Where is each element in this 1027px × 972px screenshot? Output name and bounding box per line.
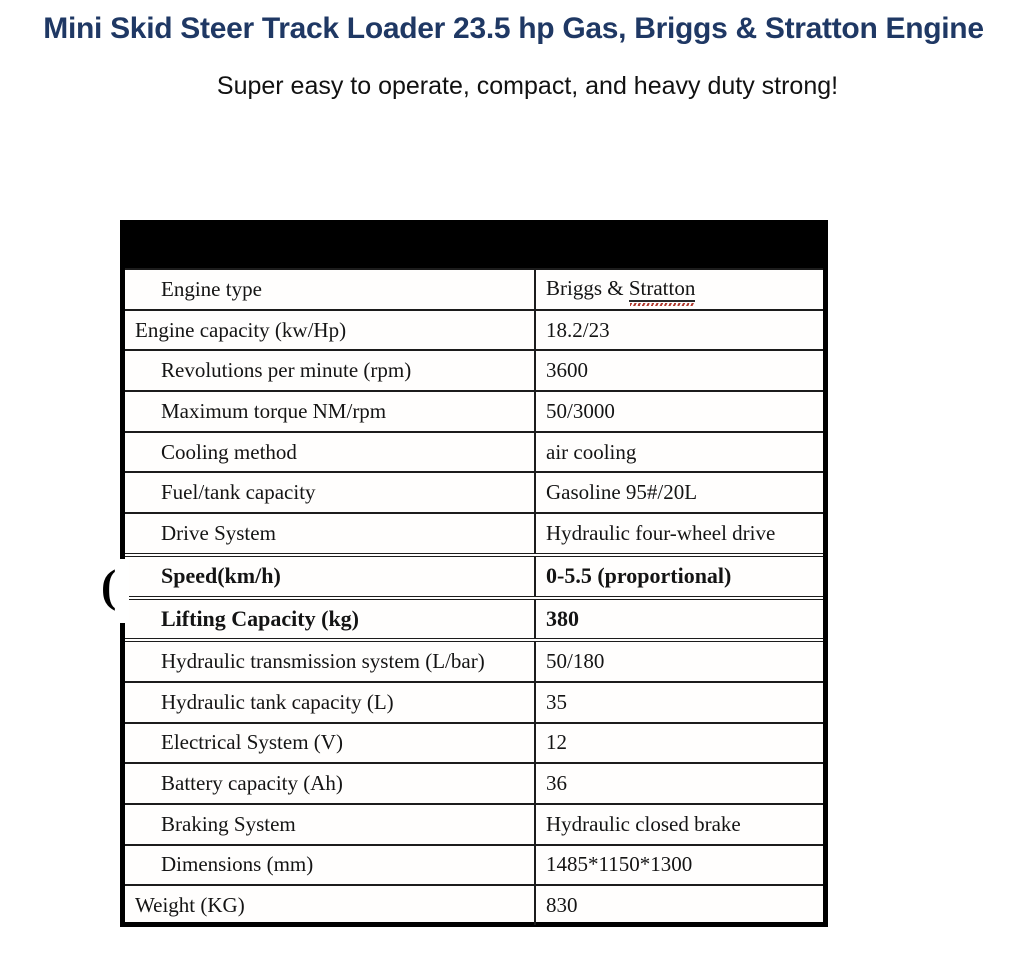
table-row: Revolutions per minute (rpm) 3600 bbox=[125, 349, 823, 392]
spec-value-cell: 1485*1150*1300 bbox=[534, 843, 823, 886]
spec-value-cell: 50/180 bbox=[534, 638, 823, 682]
spec-value-cell: 50/3000 bbox=[534, 390, 823, 432]
spec-value-cell: Hydraulic closed brake bbox=[534, 802, 823, 845]
spec-label-cell: Dimensions (mm) bbox=[125, 843, 535, 886]
page-title: Mini Skid Steer Track Loader 23.5 hp Gas… bbox=[43, 12, 984, 45]
page-subtitle: Super easy to operate, compact, and heav… bbox=[216, 72, 839, 100]
spec-value-cell: Hydraulic four-wheel drive bbox=[534, 512, 823, 555]
spec-label-cell: Fuel/tank capacity bbox=[125, 471, 535, 514]
table-row: Engine type Briggs & Stratton bbox=[125, 268, 823, 310]
spec-table-header-bar bbox=[125, 225, 823, 268]
table-row: Engine capacity (kw/Hp) 18.2/23 bbox=[125, 308, 823, 351]
spec-label-cell: Engine type bbox=[125, 268, 535, 310]
table-row: Braking System Hydraulic closed brake bbox=[125, 802, 823, 845]
spec-label-cell: Speed(km/h) bbox=[125, 552, 535, 598]
table-row: Lifting Capacity (kg) 380 bbox=[125, 595, 823, 641]
spec-label-cell: Revolutions per minute (rpm) bbox=[125, 349, 535, 392]
spec-value-cell: 3600 bbox=[534, 349, 823, 392]
table-row: Weight (KG) 830 bbox=[125, 884, 823, 925]
paren-edit-artifact: ( bbox=[101, 560, 117, 611]
spec-label-cell: Electrical System (V) bbox=[125, 721, 535, 764]
spec-grid: Engine type Briggs & Stratton Engine capac… bbox=[125, 268, 823, 925]
table-row: Hydraulic tank capacity (L) 35 bbox=[125, 680, 823, 723]
spec-value-cell: 12 bbox=[534, 721, 823, 764]
spec-label-cell: Drive System bbox=[125, 512, 535, 555]
spec-label-cell: Maximum torque NM/rpm bbox=[125, 390, 535, 432]
spec-value-cell: air cooling bbox=[534, 430, 823, 473]
table-row: Speed(km/h) 0-5.5 (proportional) bbox=[125, 552, 823, 598]
table-row: Battery capacity (Ah) 36 bbox=[125, 762, 823, 804]
left-border-gap bbox=[117, 559, 129, 623]
table-row: Fuel/tank capacity Gasoline 95#/20L bbox=[125, 471, 823, 514]
spec-value-cell: 36 bbox=[534, 762, 823, 804]
spec-label-cell: Lifting Capacity (kg) bbox=[125, 595, 535, 641]
spec-value-cell: 830 bbox=[534, 884, 823, 925]
spec-label-cell: Engine capacity (kw/Hp) bbox=[125, 308, 535, 351]
spec-label-cell: Cooling method bbox=[125, 430, 535, 473]
misspelled-word: Stratton bbox=[628, 277, 696, 307]
table-row: Hydraulic transmission system (L/bar) 50/… bbox=[125, 638, 823, 682]
table-row: Electrical System (V) 12 bbox=[125, 721, 823, 764]
table-row: Dimensions (mm) 1485*1150*1300 bbox=[125, 843, 823, 886]
spec-value-cell: 380 bbox=[534, 595, 823, 641]
table-row: Maximum torque NM/rpm 50/3000 bbox=[125, 390, 823, 432]
table-row: Cooling method air cooling bbox=[125, 430, 823, 473]
spec-table: Engine type Briggs & Stratton Engine capac… bbox=[120, 220, 828, 927]
spec-label-cell: Hydraulic tank capacity (L) bbox=[125, 680, 535, 723]
spec-value-cell: Briggs & Stratton bbox=[534, 268, 823, 310]
spec-value-cell: Gasoline 95#/20L bbox=[534, 471, 823, 514]
spec-label-cell: Braking System bbox=[125, 802, 535, 845]
spec-value-cell: 18.2/23 bbox=[534, 308, 823, 351]
spec-label-cell: Hydraulic transmission system (L/bar) bbox=[125, 638, 535, 682]
spec-label-cell: Weight (KG) bbox=[125, 884, 535, 925]
table-row: Drive System Hydraulic four-wheel drive bbox=[125, 512, 823, 555]
spec-value-cell: 35 bbox=[534, 680, 823, 723]
value-text: Briggs & bbox=[546, 276, 629, 301]
spec-value-cell: 0-5.5 (proportional) bbox=[534, 552, 823, 598]
spec-label-cell: Battery capacity (Ah) bbox=[125, 762, 535, 804]
